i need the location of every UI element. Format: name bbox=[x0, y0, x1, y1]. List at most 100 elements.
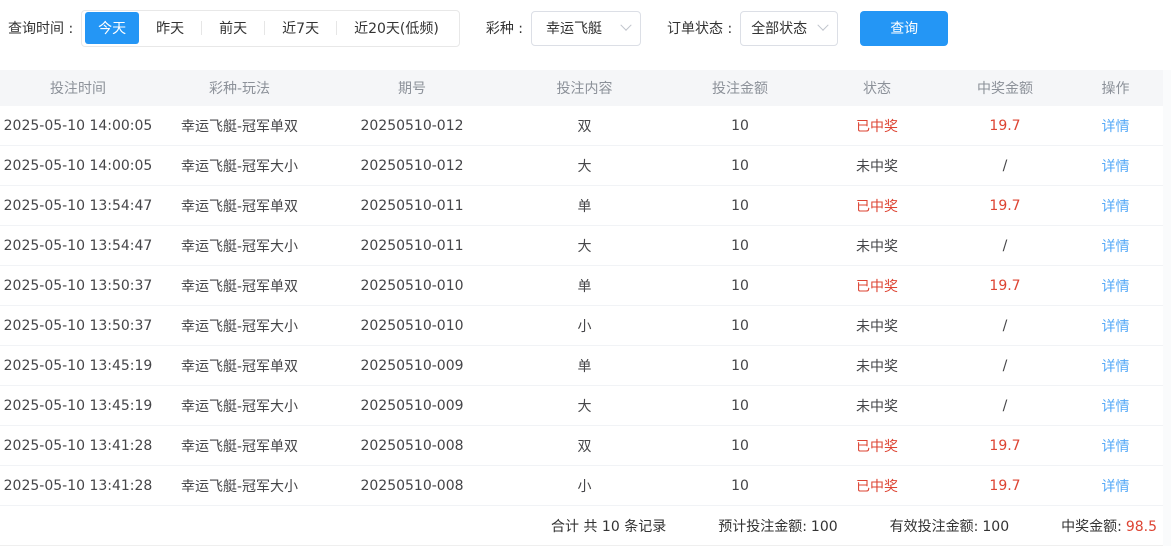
lottery-type-select[interactable]: 幸运飞艇 bbox=[531, 10, 642, 46]
details-link[interactable]: 详情 bbox=[1101, 118, 1130, 135]
cell-issue: 20250510-012 bbox=[360, 117, 464, 134]
details-link[interactable]: 详情 bbox=[1101, 318, 1130, 335]
vertical-scrollbar[interactable] bbox=[1163, 70, 1171, 546]
details-link[interactable]: 详情 bbox=[1101, 358, 1130, 375]
table-row: 2025-05-10 13:54:47 幸运飞艇-冠军单双 20250510-011… bbox=[0, 186, 1163, 226]
cell-amount: 10 bbox=[731, 157, 749, 174]
time-filter-divider bbox=[264, 21, 266, 35]
table-row: 2025-05-10 13:54:47 幸运飞艇-冠军大小 20250510-011… bbox=[0, 226, 1163, 266]
cell-status: 已中奖 bbox=[856, 198, 898, 215]
cell-play: 幸运飞艇-冠军大小 bbox=[180, 318, 299, 335]
cell-play: 幸运飞艇-冠军单双 bbox=[180, 278, 299, 295]
cell-time: 2025-05-10 13:50:37 bbox=[3, 277, 153, 294]
time-filter-group: 今天 昨天 前天 近7天 近20天(低频) bbox=[81, 9, 460, 47]
cell-play: 幸运飞艇-冠军单双 bbox=[180, 358, 299, 375]
cell-time: 2025-05-10 13:45:19 bbox=[3, 357, 153, 374]
cell-status: 未中奖 bbox=[856, 358, 898, 375]
table-row: 2025-05-10 13:50:37 幸运飞艇-冠军大小 20250510-010… bbox=[0, 306, 1163, 346]
cell-amount: 10 bbox=[731, 477, 749, 494]
time-filter-option[interactable]: 昨天 bbox=[156, 21, 185, 37]
total-records-text: 合计 共 10 条记录 bbox=[551, 518, 667, 535]
details-link[interactable]: 详情 bbox=[1101, 158, 1130, 175]
cell-issue: 20250510-012 bbox=[360, 157, 464, 174]
cell-status: 已中奖 bbox=[856, 278, 898, 295]
lottery-type-value: 幸运飞艇 bbox=[546, 21, 603, 37]
table-row: 2025-05-10 13:41:28 幸运飞艇-冠军大小 20250510-008… bbox=[0, 466, 1163, 506]
cell-prize: / bbox=[1002, 357, 1008, 374]
cell-amount: 10 bbox=[731, 117, 749, 134]
cell-issue: 20250510-011 bbox=[360, 197, 464, 214]
details-link[interactable]: 详情 bbox=[1101, 398, 1130, 415]
cell-prize: / bbox=[1002, 237, 1008, 254]
details-link[interactable]: 详情 bbox=[1101, 478, 1130, 495]
query-time-label: 查询时间 : bbox=[8, 21, 74, 37]
filter-bar: 查询时间 : 今天 昨天 前天 近7天 近20天(低频) 彩种 : 幸运飞艇 订单状态 … bbox=[0, 0, 1171, 56]
cell-amount: 10 bbox=[731, 397, 749, 414]
cell-time: 2025-05-10 13:41:28 bbox=[3, 477, 153, 494]
time-filter-option[interactable]: 今天 bbox=[85, 11, 140, 46]
time-filter-option[interactable]: 近7天 bbox=[282, 21, 320, 37]
cell-prize: / bbox=[1002, 157, 1008, 174]
cell-amount: 10 bbox=[731, 317, 749, 334]
cell-time: 2025-05-10 13:45:19 bbox=[3, 397, 153, 414]
cell-issue: 20250510-011 bbox=[360, 237, 464, 254]
details-link[interactable]: 详情 bbox=[1101, 438, 1130, 455]
details-link[interactable]: 详情 bbox=[1101, 278, 1130, 295]
cell-prize: 19.7 bbox=[989, 117, 1021, 134]
table-row: 2025-05-10 13:41:28 幸运飞艇-冠军单双 20250510-008… bbox=[0, 426, 1163, 466]
order-status-select[interactable]: 全部状态 bbox=[740, 10, 839, 46]
cell-amount: 10 bbox=[731, 197, 749, 214]
cell-content: 小 bbox=[577, 318, 592, 335]
column-header: 投注时间 bbox=[50, 81, 106, 97]
cell-amount: 10 bbox=[731, 437, 749, 454]
cell-prize: / bbox=[1002, 317, 1008, 334]
cell-issue: 20250510-010 bbox=[360, 277, 464, 294]
cell-play: 幸运飞艇-冠军大小 bbox=[180, 238, 299, 255]
time-filter-divider bbox=[336, 21, 338, 35]
cell-play: 幸运飞艇-冠军大小 bbox=[180, 478, 299, 495]
cell-content: 大 bbox=[577, 158, 592, 175]
column-header: 操作 bbox=[1101, 81, 1130, 97]
cell-status: 未中奖 bbox=[856, 318, 898, 335]
cell-amount: 10 bbox=[731, 237, 749, 254]
cell-time: 2025-05-10 14:00:05 bbox=[3, 117, 153, 134]
table-body: 2025-05-10 14:00:05 幸运飞艇-冠军单双 20250510-012… bbox=[0, 106, 1163, 506]
column-header: 期号 bbox=[398, 81, 426, 97]
cell-amount: 10 bbox=[731, 277, 749, 294]
cell-play: 幸运飞艇-冠军单双 bbox=[180, 198, 299, 215]
cell-time: 2025-05-10 13:41:28 bbox=[3, 437, 153, 454]
cell-issue: 20250510-009 bbox=[360, 397, 464, 414]
expected-amount: 预计投注金额: 100 bbox=[718, 518, 838, 535]
cell-amount: 10 bbox=[731, 357, 749, 374]
summary-footer: 合计 共 10 条记录 预计投注金额: 100 有效投注金额: 100 中奖金额: 9… bbox=[0, 506, 1171, 546]
details-link[interactable]: 详情 bbox=[1101, 198, 1130, 215]
cell-content: 单 bbox=[577, 198, 592, 215]
table-row: 2025-05-10 14:00:05 幸运飞艇-冠军大小 20250510-012… bbox=[0, 146, 1163, 186]
cell-play: 幸运飞艇-冠军大小 bbox=[180, 398, 299, 415]
cell-issue: 20250510-008 bbox=[360, 477, 464, 494]
cell-status: 未中奖 bbox=[856, 398, 898, 415]
cell-play: 幸运飞艇-冠军单双 bbox=[180, 118, 299, 135]
time-filter-divider bbox=[201, 21, 203, 35]
time-filter-option[interactable]: 近20天(低频) bbox=[354, 21, 439, 37]
cell-prize: 19.7 bbox=[989, 197, 1021, 214]
cell-play: 幸运飞艇-冠军单双 bbox=[180, 438, 299, 455]
order-status-label: 订单状态 : bbox=[667, 21, 733, 37]
column-header: 状态 bbox=[863, 81, 891, 97]
cell-issue: 20250510-010 bbox=[360, 317, 464, 334]
cell-prize: 19.7 bbox=[989, 277, 1021, 294]
table-row: 2025-05-10 13:50:37 幸运飞艇-冠军单双 20250510-010… bbox=[0, 266, 1163, 306]
time-filter-option[interactable]: 前天 bbox=[219, 21, 248, 37]
cell-time: 2025-05-10 13:54:47 bbox=[3, 197, 153, 214]
cell-time: 2025-05-10 13:50:37 bbox=[3, 317, 153, 334]
cell-content: 小 bbox=[577, 478, 592, 495]
cell-play: 幸运飞艇-冠军大小 bbox=[180, 158, 299, 175]
cell-time: 2025-05-10 13:54:47 bbox=[3, 237, 153, 254]
column-header: 投注内容 bbox=[556, 81, 613, 97]
details-link[interactable]: 详情 bbox=[1101, 238, 1130, 255]
valid-amount: 有效投注金额: 100 bbox=[889, 518, 1010, 535]
query-button[interactable]: 查询 bbox=[860, 10, 949, 46]
cell-content: 大 bbox=[577, 398, 592, 415]
table-row: 2025-05-10 14:00:05 幸运飞艇-冠军单双 20250510-012… bbox=[0, 106, 1163, 146]
